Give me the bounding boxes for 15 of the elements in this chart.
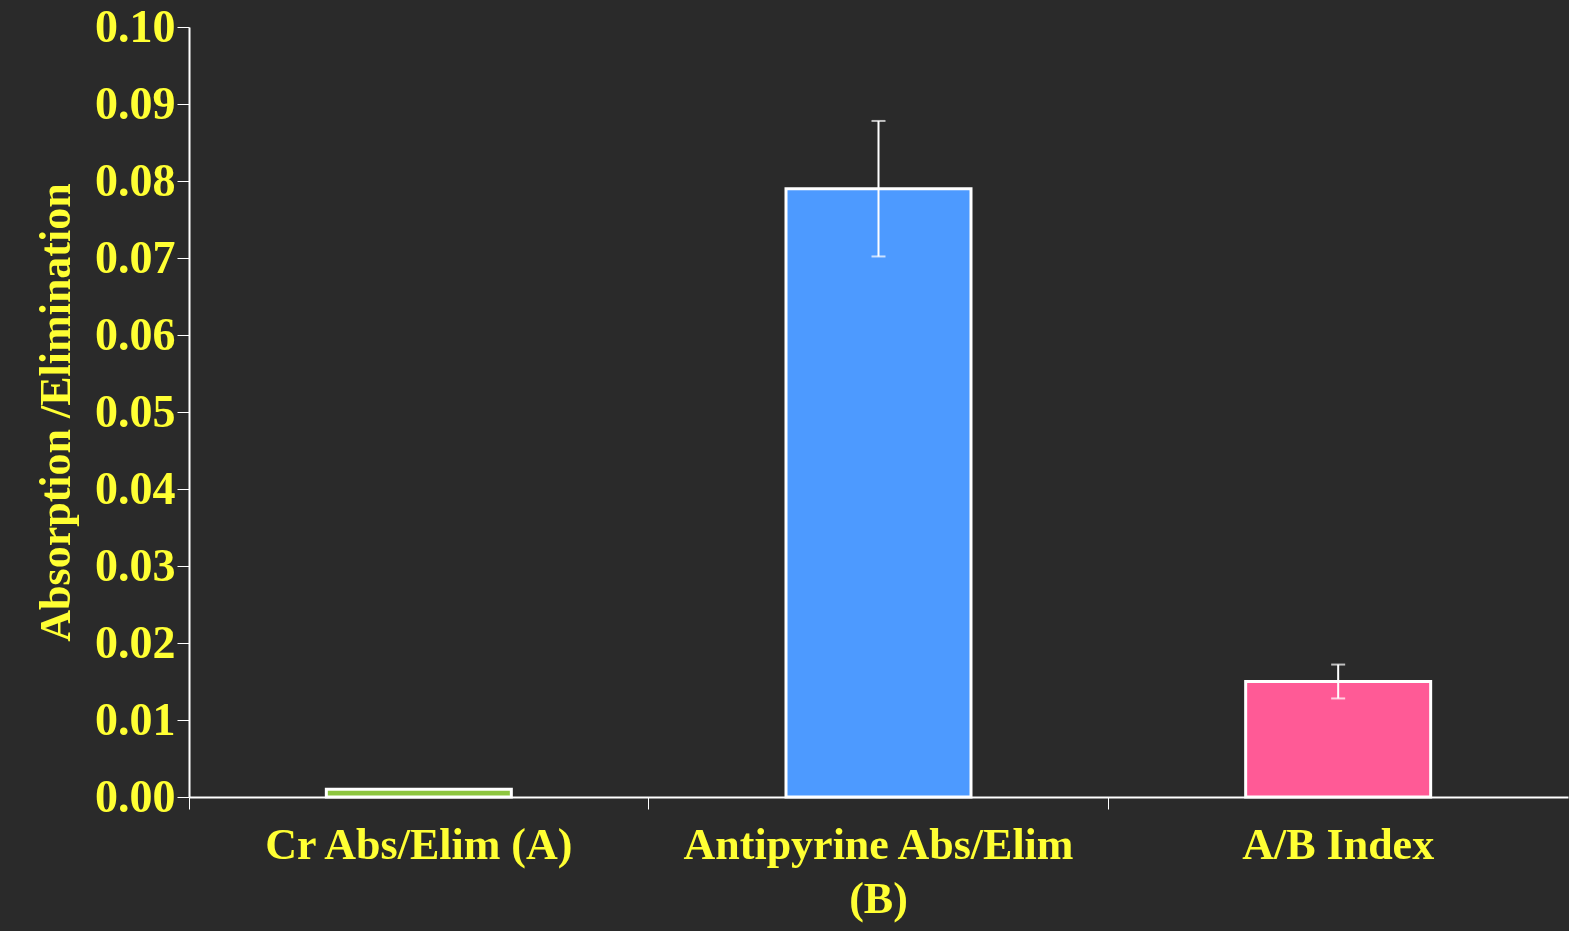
y-tick-label: 0.01 [95,693,176,745]
y-tick-label: 0.04 [95,462,176,514]
x-tick-label: Cr Abs/Elim (A) [265,819,573,869]
y-axis-title: Absorption /Elimination [31,183,80,642]
y-tick-label: 0.05 [95,385,176,437]
y-tick-label: 0.10 [95,0,176,52]
y-tick-label: 0.08 [95,154,176,206]
y-tick-label: 0.02 [95,616,176,668]
x-tick-label: Antipyrine Abs/Elim (B) [683,819,1074,923]
y-tick-label: 0.07 [95,231,176,283]
y-tick-label: 0.09 [95,77,176,129]
y-tick-label: 0.00 [95,770,176,822]
x-tick-label: A/B Index [1242,819,1435,869]
y-tick-label: 0.03 [95,539,176,591]
y-tick-label: 0.06 [95,308,176,360]
